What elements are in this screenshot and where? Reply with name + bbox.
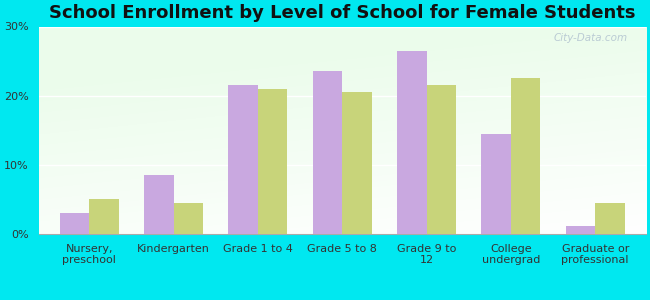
Bar [397, 51, 426, 234]
Bar [482, 134, 511, 234]
Bar [89, 200, 119, 234]
Bar [60, 213, 89, 234]
Bar [426, 85, 456, 234]
Bar [258, 89, 287, 234]
Bar [313, 71, 343, 234]
Bar [343, 92, 372, 234]
Bar [228, 85, 258, 234]
Bar [566, 226, 595, 234]
Bar [174, 203, 203, 234]
Text: City-Data.com: City-Data.com [554, 33, 628, 43]
Bar [595, 203, 625, 234]
Title: School Enrollment by Level of School for Female Students: School Enrollment by Level of School for… [49, 4, 636, 22]
Bar [511, 78, 540, 234]
Bar [144, 175, 174, 234]
